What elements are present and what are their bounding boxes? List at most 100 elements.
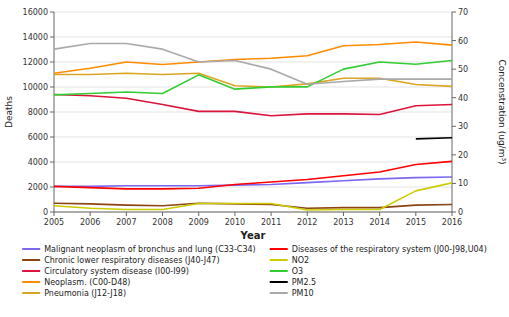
series-line <box>54 43 452 84</box>
x-tick-label: 2013 <box>333 218 353 227</box>
x-tick-label: 2015 <box>406 218 426 227</box>
series-line <box>416 138 452 139</box>
y2-tick <box>452 183 456 184</box>
series-line <box>54 61 452 95</box>
x-axis-line <box>54 212 452 213</box>
x-tick <box>307 212 308 216</box>
x-tick <box>126 212 127 216</box>
legend-item: Chronic lower respiratory diseases (J40-… <box>22 256 219 265</box>
x-tick-label: 2008 <box>152 218 172 227</box>
x-tick <box>54 212 55 216</box>
legend-label: Malignant neoplasm of bronchus and lung … <box>44 245 256 254</box>
y2-tick <box>452 126 456 127</box>
y-tick-label: 2000 <box>28 183 48 192</box>
legend-label: O3 <box>292 267 303 276</box>
axes: 0200040006000800010000120001400016000010… <box>23 8 469 227</box>
x-tick <box>343 212 344 216</box>
legend-item: Malignant neoplasm of bronchus and lung … <box>22 245 256 254</box>
legend-item: O3 <box>270 267 303 276</box>
legend-item: NO2 <box>270 256 309 265</box>
y-tick <box>50 187 54 188</box>
legend-swatch <box>22 270 40 272</box>
chart: 0200040006000800010000120001400016000010… <box>0 0 509 317</box>
x-tick <box>452 212 453 216</box>
legend-label: Circulatory system disease (I00-I99) <box>44 267 189 276</box>
y-tick-label: 16000 <box>23 8 48 17</box>
grid-line <box>54 12 452 13</box>
series-line <box>54 95 452 116</box>
series-line <box>54 73 452 87</box>
y2-tick-label: 50 <box>458 65 468 74</box>
x-tick-label: 2006 <box>80 218 100 227</box>
y2-axis-line <box>452 12 453 212</box>
y2-tick-label: 10 <box>458 179 468 188</box>
series-line <box>54 177 452 186</box>
grid-line <box>54 162 452 163</box>
y-tick <box>50 212 54 213</box>
grid-line <box>54 37 452 38</box>
series-line <box>54 183 452 210</box>
legend-item: Neoplasm. (C00-D48) <box>22 278 130 287</box>
x-tick <box>234 212 235 216</box>
legend-item: PM10 <box>270 289 314 298</box>
grid-line <box>54 212 452 213</box>
legend-label: Diseases of the respiratory system (J00-… <box>292 245 487 254</box>
y2-tick <box>452 40 456 41</box>
y2-tick-label: 0 <box>458 208 463 217</box>
y2-tick <box>452 69 456 70</box>
series-line <box>54 161 452 189</box>
y-tick <box>50 12 54 13</box>
x-tick-label: 2011 <box>261 218 281 227</box>
x-tick-label: 2014 <box>369 218 389 227</box>
y-tick-label: 10000 <box>23 83 48 92</box>
legend-label: Neoplasm. (C00-D48) <box>44 278 130 287</box>
y2-tick <box>452 212 456 213</box>
y-tick <box>50 112 54 113</box>
legend-swatch <box>22 281 40 283</box>
x-tick-label: 2016 <box>442 218 462 227</box>
y-tick <box>50 87 54 88</box>
legend-swatch <box>270 259 288 261</box>
x-tick-label: 2009 <box>189 218 209 227</box>
y-tick-label: 4000 <box>28 158 48 167</box>
y2-tick-label: 70 <box>458 8 468 17</box>
legend-swatch <box>22 292 40 294</box>
legend-label: NO2 <box>292 256 309 265</box>
x-tick <box>415 212 416 216</box>
background <box>0 0 509 317</box>
x-tick <box>162 212 163 216</box>
x-tick-label: 2010 <box>225 218 245 227</box>
y-axis-label: Deaths <box>4 96 14 128</box>
x-tick <box>90 212 91 216</box>
x-tick-label: 2007 <box>116 218 136 227</box>
legend-swatch <box>270 248 288 250</box>
x-tick-label: 2012 <box>297 218 317 227</box>
legend-label: Chronic lower respiratory diseases (J40-… <box>44 256 219 265</box>
legend: Malignant neoplasm of bronchus and lung … <box>22 245 487 298</box>
legend-label: Pneumonia (J12-J18) <box>44 289 126 298</box>
y-tick-label: 8000 <box>28 108 48 117</box>
legend-swatch <box>270 281 288 283</box>
y2-axis-label: Concenstration (ug/m³) <box>497 59 507 164</box>
x-tick-label: 2005 <box>44 218 64 227</box>
y2-tick-label: 40 <box>458 94 468 103</box>
legend-label: PM10 <box>292 289 314 298</box>
legend-swatch <box>270 270 288 272</box>
grid-line <box>54 137 452 138</box>
y2-tick <box>452 154 456 155</box>
x-tick <box>271 212 272 216</box>
legend-item: Circulatory system disease (I00-I99) <box>22 267 189 276</box>
x-tick <box>379 212 380 216</box>
y-tick <box>50 37 54 38</box>
legend-swatch <box>22 259 40 261</box>
series-line <box>54 42 452 73</box>
y-tick-label: 12000 <box>23 58 48 67</box>
y2-tick <box>452 97 456 98</box>
y-tick <box>50 162 54 163</box>
y2-tick-label: 60 <box>458 37 468 46</box>
legend-swatch <box>270 292 288 294</box>
y-tick <box>50 137 54 138</box>
series-lines <box>54 42 452 210</box>
x-tick <box>198 212 199 216</box>
x-axis-label: Year <box>240 230 266 241</box>
